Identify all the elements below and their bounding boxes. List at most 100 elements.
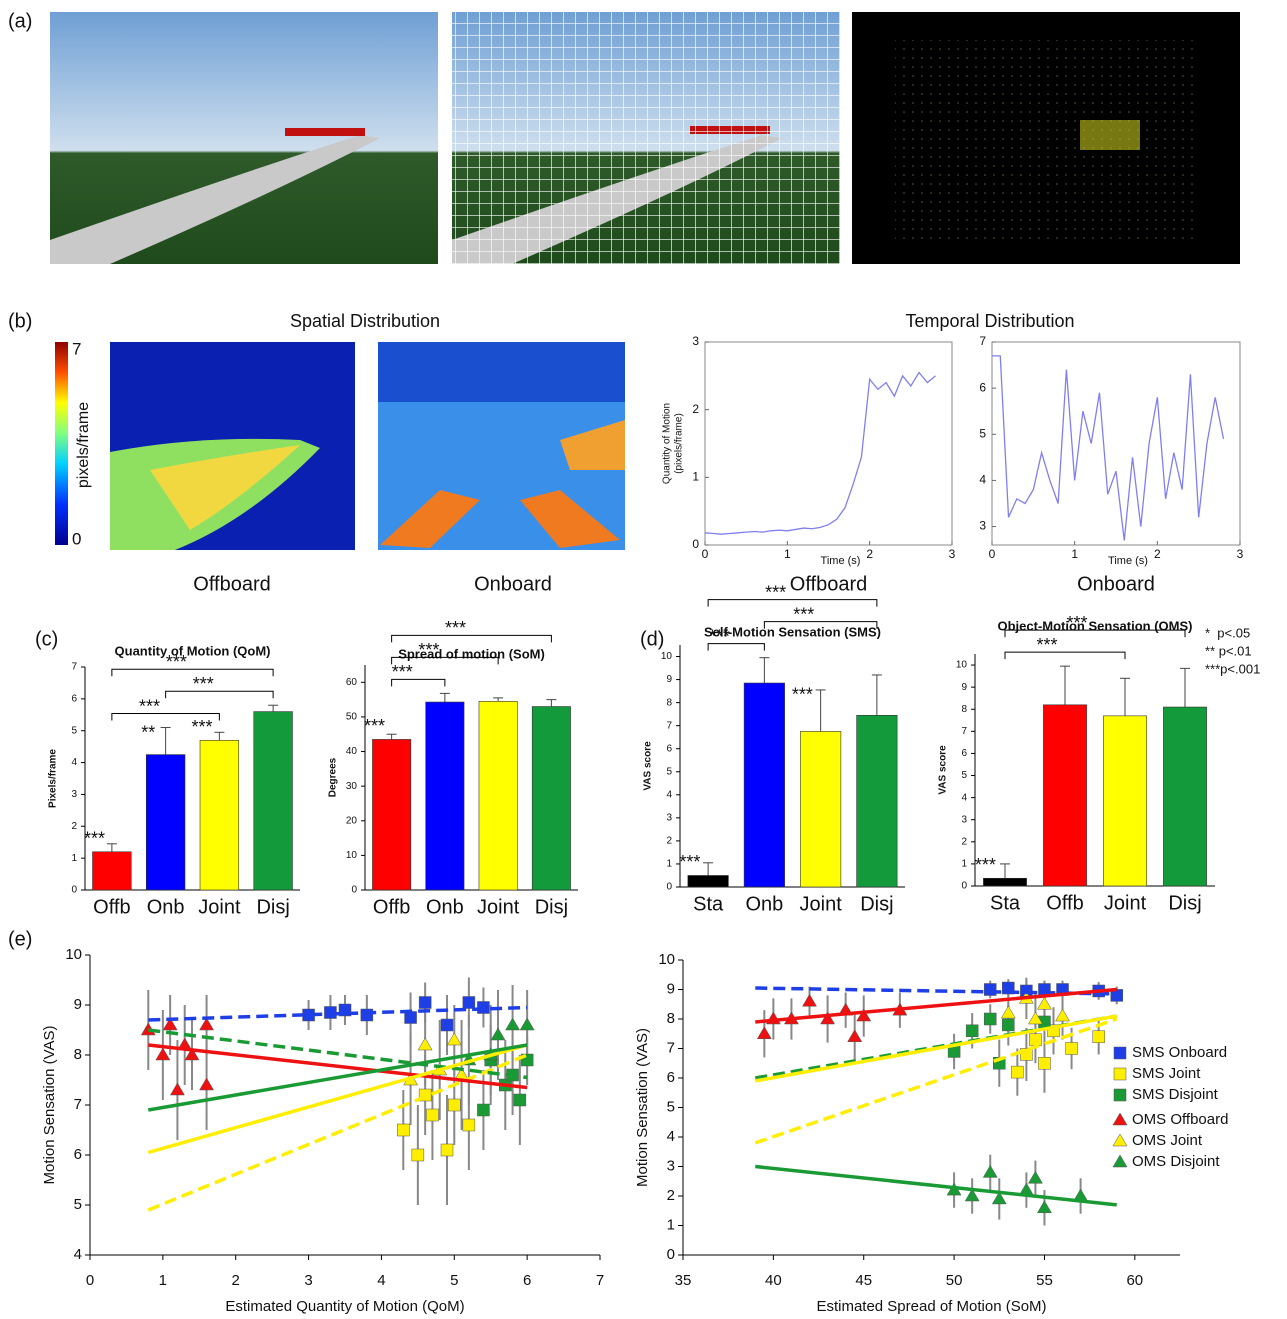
point-triangle: [169, 1082, 185, 1096]
legend-label: SMS Onboard: [1132, 1044, 1227, 1061]
y-tick-label: 3: [666, 812, 672, 823]
heatmap-label: Offboard: [193, 573, 270, 595]
point-triangle: [1037, 1200, 1052, 1214]
y-axis-label: VAS score: [643, 741, 654, 791]
point-triangle: [820, 1011, 836, 1025]
bar: [1163, 706, 1207, 887]
significance-stars: ***: [364, 716, 385, 736]
point-triangle: [802, 993, 817, 1007]
point-square: [404, 1011, 417, 1024]
y-tick-label: 3: [71, 789, 77, 800]
panel-caption: Onboard: [1077, 573, 1155, 595]
point-square: [983, 983, 997, 996]
x-tick-label: 0: [86, 1272, 94, 1289]
x-tick-label: 55: [1036, 1272, 1053, 1289]
heatmap-label: Onboard: [474, 573, 552, 595]
heat-region: [380, 490, 620, 548]
x-tick-label: 7: [596, 1272, 604, 1289]
y-tick-label: 2: [692, 402, 699, 416]
grid-overlay: [452, 12, 840, 264]
x-tick-label: Onb: [147, 896, 185, 918]
point-triangle: [446, 1032, 462, 1046]
y-tick-label: 7: [71, 662, 77, 673]
plot-frame: [704, 341, 953, 546]
trend-line: [147, 1043, 528, 1112]
y-tick-label: 9: [666, 674, 672, 685]
significance-stars: ***: [192, 717, 213, 737]
point-square: [477, 1103, 490, 1117]
y-tick-label: 1: [666, 859, 672, 870]
point-triangle: [1000, 1005, 1016, 1019]
y-tick-label: 8: [666, 697, 672, 708]
bracket-label: ***: [166, 652, 187, 672]
y-tick-label: 3: [667, 1157, 675, 1174]
x-tick-label: 50: [946, 1272, 963, 1289]
y-tick-label: 4: [74, 1246, 82, 1263]
bracket-label: ***: [418, 640, 439, 660]
x-tick-label: 6: [523, 1272, 531, 1289]
legend-label: OMS Offboard: [1132, 1111, 1228, 1128]
y-tick-label: 1: [71, 853, 77, 864]
legend-marker: [1113, 1067, 1127, 1081]
legend-label: OMS Joint: [1132, 1132, 1203, 1149]
y-axis-label: VAS score: [938, 745, 949, 795]
point-square: [360, 1008, 374, 1022]
significance-bracket: [111, 713, 220, 721]
x-tick-label: 4: [377, 1272, 385, 1289]
trend-line: [754, 1017, 1118, 1145]
trend-line: [755, 1164, 1117, 1207]
point-triangle: [417, 1037, 433, 1051]
legend-label: SMS Joint: [1132, 1065, 1201, 1082]
x-tick-label: Offb: [93, 896, 130, 918]
track: [50, 135, 380, 264]
y-tick-label: 1: [692, 470, 699, 484]
y-tick-label: 7: [666, 720, 672, 731]
bracket-label: ***: [445, 618, 466, 638]
y-tick-label: 3: [692, 334, 699, 348]
data-line: [992, 355, 1225, 541]
x-tick-label: Disj: [535, 896, 568, 918]
y-tick-label: 5: [74, 1196, 82, 1213]
x-tick-label: Joint: [800, 893, 843, 915]
y-tick-label: 4: [667, 1128, 675, 1145]
significance-bracket: [763, 621, 878, 629]
heatmaps: [55, 342, 625, 550]
point-triangle: [490, 1027, 506, 1041]
plot-frame: [991, 341, 1241, 546]
significance-bracket: [391, 656, 499, 665]
chart-title: Object-Motion Sensation (OMS): [998, 618, 1193, 633]
y-tick-label: 2: [71, 821, 77, 832]
bar: [478, 701, 518, 891]
y-tick-label: 5: [71, 725, 77, 736]
point-square: [440, 1143, 454, 1157]
section-title: Temporal Distribution: [905, 311, 1074, 331]
y-tick-label: 6: [71, 693, 77, 704]
train: [285, 128, 365, 136]
section-title: Spatial Distribution: [290, 311, 440, 331]
x-tick-label: Joint: [1104, 892, 1147, 914]
x-axis-label: Time (s): [1108, 555, 1148, 567]
legend-label: OMS Disjoint: [1132, 1153, 1220, 1170]
x-tick-label: Onb: [426, 896, 464, 918]
bar: [1043, 704, 1087, 887]
point-triangle: [964, 1188, 980, 1202]
x-tick-label: Sta: [990, 892, 1021, 914]
x-tick-label: 5: [450, 1272, 458, 1289]
bracket-label: ***: [1066, 613, 1087, 633]
y-tick-label: 6: [667, 1069, 675, 1086]
point-square: [1002, 1018, 1015, 1032]
x-tick-label: 3: [1237, 547, 1244, 561]
x-tick-label: 1: [1071, 547, 1078, 561]
bar: [372, 739, 412, 891]
y-tick-label: 60: [346, 677, 358, 688]
x-tick-label: 40: [765, 1272, 782, 1289]
x-tick-label: 3: [949, 547, 956, 561]
point-triangle: [1027, 1170, 1043, 1184]
bracket-label: ***: [793, 604, 814, 624]
point-triangle: [847, 1029, 863, 1042]
y-tick-label: 0: [351, 885, 357, 896]
y-axis-label: Pixels/frame: [48, 749, 59, 808]
point-triangle: [519, 1017, 535, 1031]
point-triangle: [1027, 1011, 1043, 1025]
